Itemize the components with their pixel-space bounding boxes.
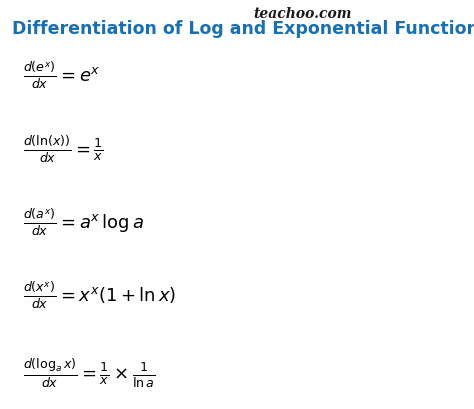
- Text: $\frac{d(\ln(x))}{dx} = \frac{1}{x}$: $\frac{d(\ln(x))}{dx} = \frac{1}{x}$: [23, 134, 104, 165]
- Text: $\frac{d(\log_a x)}{dx} = \frac{1}{x} \times \frac{1}{\ln a}$: $\frac{d(\log_a x)}{dx} = \frac{1}{x} \t…: [23, 357, 155, 389]
- Text: Differentiation of Log and Exponential Function: Differentiation of Log and Exponential F…: [12, 20, 474, 38]
- Text: teachoo.com: teachoo.com: [253, 7, 351, 21]
- Text: $\frac{d(a^x)}{dx} = a^x\, \log a$: $\frac{d(a^x)}{dx} = a^x\, \log a$: [23, 207, 144, 238]
- Text: $\frac{d(x^x)}{dx} = x^x(1 + \ln x)$: $\frac{d(x^x)}{dx} = x^x(1 + \ln x)$: [23, 281, 176, 311]
- Text: $\frac{d(e^x)}{dx} = e^x$: $\frac{d(e^x)}{dx} = e^x$: [23, 61, 100, 92]
